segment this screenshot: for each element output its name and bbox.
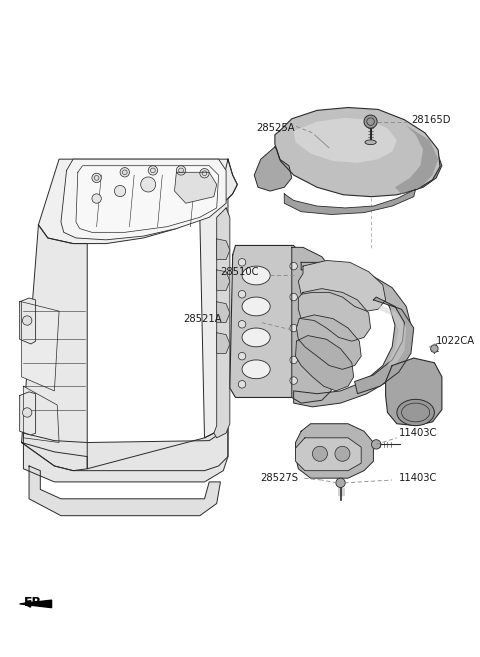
Text: 28525A: 28525A [256,123,295,133]
Circle shape [148,166,157,175]
Polygon shape [20,392,36,435]
Text: 11403C: 11403C [399,473,437,483]
Polygon shape [76,166,218,233]
Circle shape [290,325,298,332]
Circle shape [372,440,381,449]
Circle shape [23,408,32,417]
Polygon shape [38,159,237,244]
Circle shape [335,446,350,461]
Ellipse shape [242,360,270,378]
Polygon shape [200,159,237,438]
Polygon shape [297,315,361,369]
Circle shape [92,173,101,183]
Polygon shape [296,438,361,470]
Polygon shape [385,358,442,426]
Polygon shape [299,260,385,311]
Text: 11403C: 11403C [399,428,437,438]
Circle shape [114,185,126,196]
Circle shape [141,177,156,192]
Polygon shape [22,415,228,470]
Circle shape [238,290,246,298]
Polygon shape [294,118,397,163]
Circle shape [336,478,345,487]
Text: 28521A: 28521A [183,313,222,324]
Circle shape [92,194,101,203]
Polygon shape [29,466,220,516]
Text: 28527S: 28527S [260,473,298,483]
Text: 1022CA: 1022CA [436,336,475,346]
Circle shape [238,352,246,360]
Text: FR.: FR. [24,595,47,608]
Ellipse shape [397,399,434,426]
Polygon shape [22,302,59,391]
Circle shape [238,259,246,266]
Ellipse shape [365,140,376,145]
Polygon shape [24,386,59,443]
Polygon shape [175,172,216,203]
Polygon shape [292,247,331,403]
Polygon shape [216,239,230,260]
Circle shape [290,377,298,384]
Polygon shape [20,600,51,608]
Polygon shape [299,288,371,341]
Ellipse shape [242,266,270,285]
Polygon shape [294,262,411,407]
Polygon shape [395,125,438,194]
Circle shape [290,293,298,301]
Circle shape [200,169,209,178]
Polygon shape [278,112,442,194]
Polygon shape [214,208,230,438]
Circle shape [290,356,298,364]
Polygon shape [296,336,354,391]
Polygon shape [284,189,416,214]
Polygon shape [216,332,230,353]
Circle shape [238,380,246,388]
Polygon shape [296,424,373,478]
Polygon shape [22,225,87,470]
Ellipse shape [242,297,270,316]
Ellipse shape [242,328,270,347]
Circle shape [120,168,130,177]
Polygon shape [216,302,230,323]
Polygon shape [275,108,440,196]
Text: 28165D: 28165D [411,115,450,125]
Circle shape [431,345,438,352]
Polygon shape [20,298,36,344]
Circle shape [364,115,377,128]
Polygon shape [230,246,301,397]
Polygon shape [355,297,414,394]
Circle shape [238,321,246,328]
Circle shape [176,166,186,175]
Polygon shape [254,147,292,191]
Polygon shape [61,159,226,240]
Circle shape [312,446,327,461]
Polygon shape [378,304,406,365]
Polygon shape [24,428,228,482]
Text: 28510C: 28510C [220,267,259,277]
Circle shape [23,316,32,325]
Polygon shape [216,270,230,290]
Circle shape [290,262,298,270]
